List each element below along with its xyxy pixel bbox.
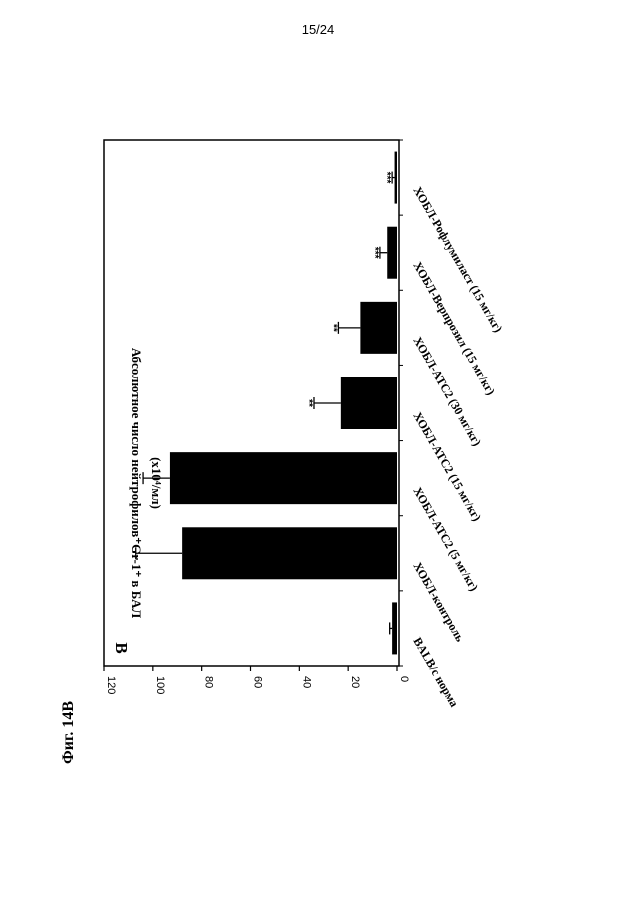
significance-marker: *** (381, 172, 392, 184)
category-label: BALB/c норма (410, 635, 461, 709)
y-tick-label: 40 (300, 676, 312, 688)
y-axis-units: (x10⁴/мл) (149, 457, 164, 509)
bar (170, 452, 397, 504)
y-tick-label: 80 (203, 676, 215, 688)
significance-marker: *** (369, 247, 380, 259)
y-tick-label: 120 (105, 676, 117, 694)
panel-label: В (112, 642, 131, 653)
bar (395, 152, 397, 204)
category-label: ХОБЛ-Рофлумиласт (15 мг/кг) (410, 184, 505, 335)
bar (182, 527, 397, 579)
bar (392, 602, 397, 654)
y-tick-label: 20 (349, 676, 361, 688)
y-axis-title: Абсолютное число нейтрофилов⁺Gr-1⁺ в БАЛ (129, 348, 144, 619)
y-tick-label: 100 (154, 676, 166, 694)
bar (387, 227, 397, 279)
significance-marker: ** (327, 324, 338, 332)
plot-area: 020406080100120BALB/c нормаХОБЛ-контроль… (104, 140, 505, 709)
bar (341, 377, 397, 429)
category-label: ХОБЛ-Верпрозил (15 мг/кг) (410, 259, 498, 397)
y-tick-label: 60 (252, 676, 264, 688)
significance-marker: ** (303, 399, 314, 407)
y-tick-label: 0 (398, 676, 410, 682)
bar (360, 302, 397, 354)
